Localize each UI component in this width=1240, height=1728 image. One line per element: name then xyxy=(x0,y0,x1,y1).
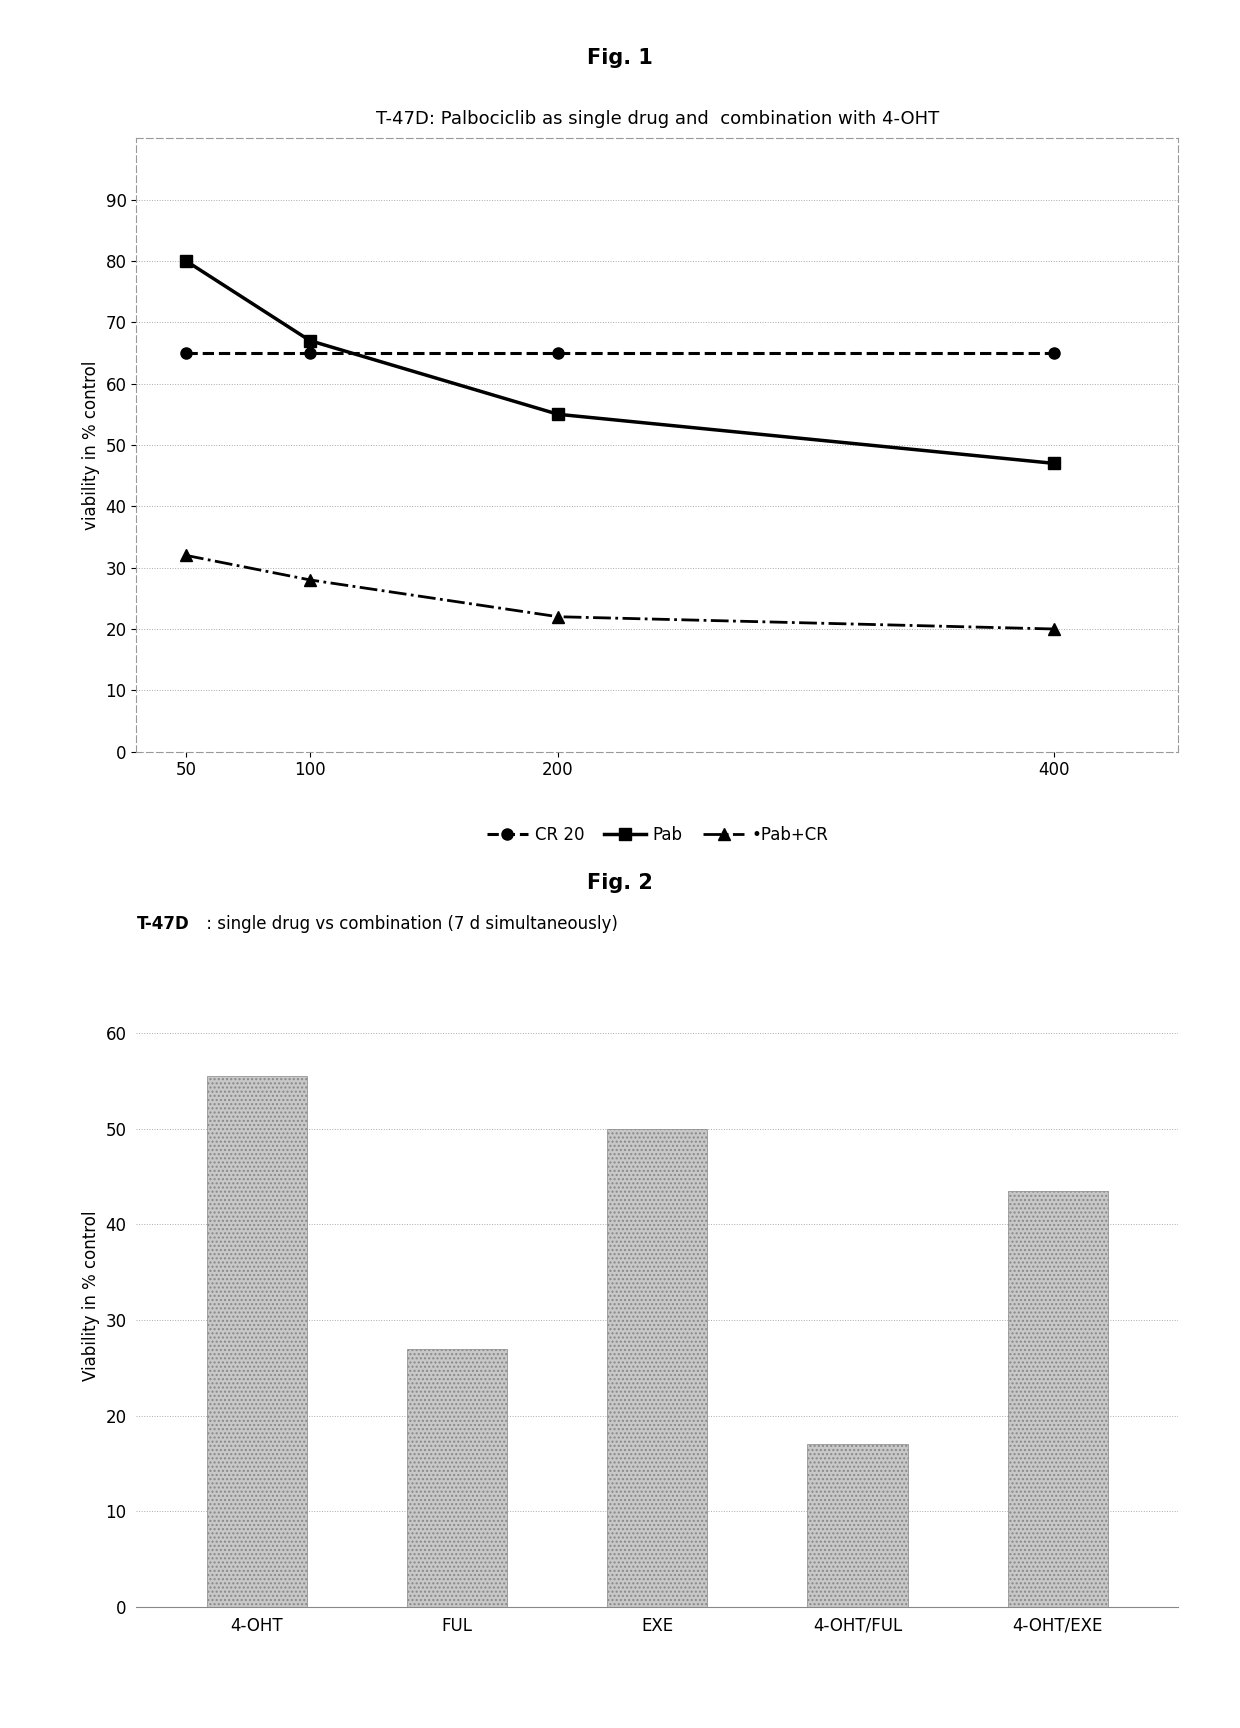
Pab xyxy=(303,330,317,351)
Pab xyxy=(1047,453,1061,473)
Bar xyxy=(1008,1191,1107,1607)
Line: •Pab+CR: •Pab+CR xyxy=(181,550,1059,634)
Bar xyxy=(807,1445,908,1607)
Line: CR 20: CR 20 xyxy=(181,347,1059,358)
CR 20 xyxy=(179,342,193,363)
Line: Pab: Pab xyxy=(181,256,1059,468)
Bar xyxy=(407,1348,507,1607)
Text: T-47D: T-47D xyxy=(136,916,190,933)
CR 20 xyxy=(551,342,565,363)
•Pab+CR xyxy=(1047,619,1061,639)
Title: T-47D: Palbociclib as single drug and  combination with 4-OHT: T-47D: Palbociclib as single drug and co… xyxy=(376,111,939,128)
Bar xyxy=(207,1077,306,1607)
•Pab+CR xyxy=(179,544,193,565)
Pab xyxy=(551,404,565,425)
Bar xyxy=(608,1128,707,1607)
Y-axis label: viability in % control: viability in % control xyxy=(82,359,100,530)
Pab xyxy=(179,251,193,271)
Text: Fig. 2: Fig. 2 xyxy=(587,873,653,893)
Legend: CR 20, Pab, •Pab+CR: CR 20, Pab, •Pab+CR xyxy=(480,819,835,850)
•Pab+CR xyxy=(303,570,317,591)
Y-axis label: Viability in % control: Viability in % control xyxy=(82,1211,100,1381)
CR 20 xyxy=(1047,342,1061,363)
Text: : single drug vs combination (7 d simultaneously): : single drug vs combination (7 d simult… xyxy=(201,916,618,933)
•Pab+CR xyxy=(551,607,565,627)
CR 20 xyxy=(303,342,317,363)
Text: Fig. 1: Fig. 1 xyxy=(587,48,653,69)
